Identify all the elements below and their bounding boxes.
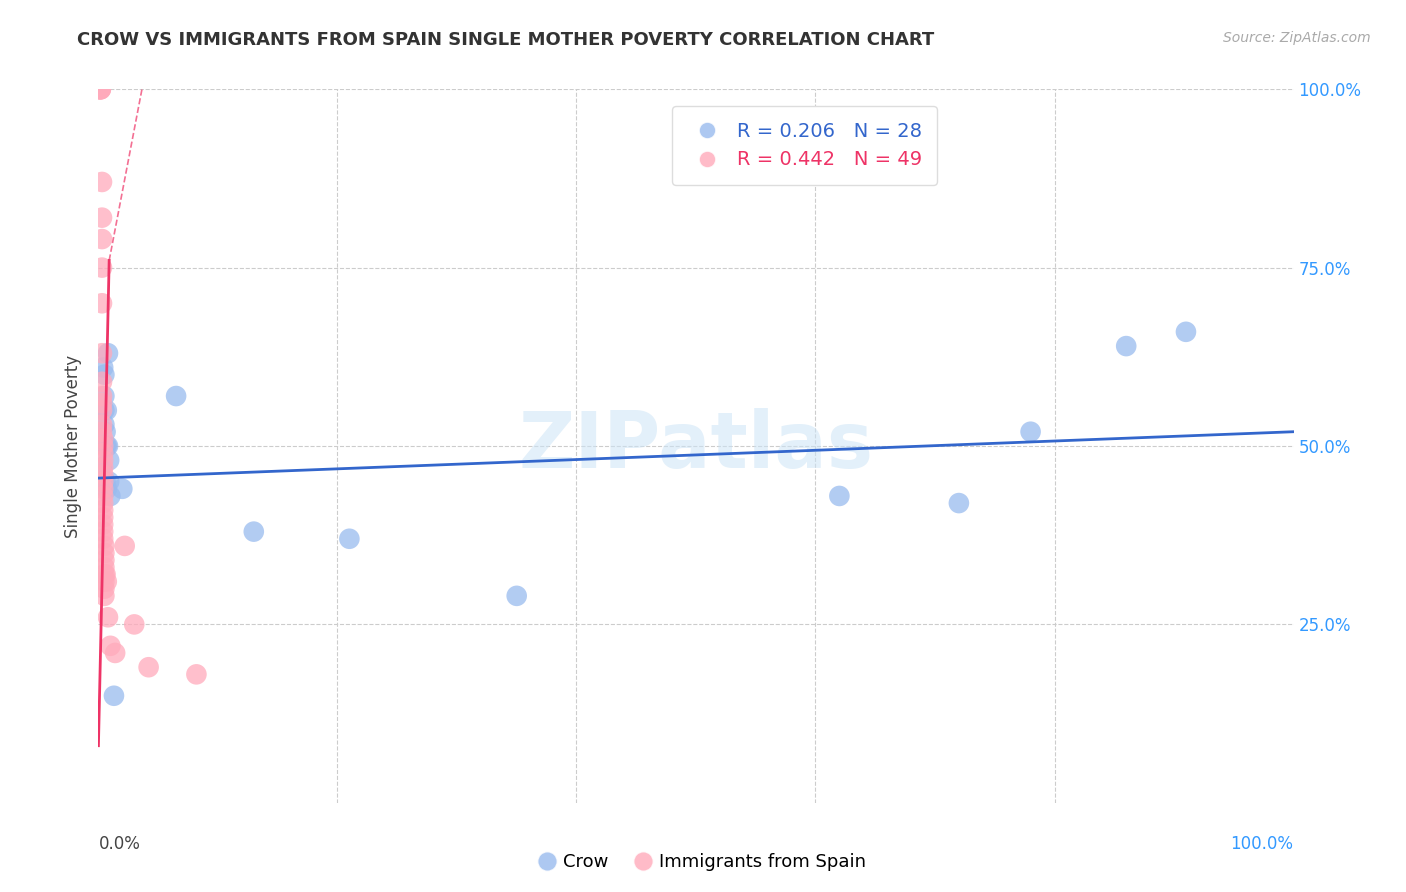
Point (91, 475, 114, 489)
Point (91, 482, 114, 496)
Point (94, 425, 117, 439)
Point (124, 617, 146, 632)
Point (91, 503, 114, 517)
Point (91, 460, 114, 475)
Point (93, 589, 115, 603)
Point (96, 439, 118, 453)
Point (91, 232, 114, 246)
Point (96, 574, 118, 589)
Point (91, 532, 114, 546)
Point (94, 439, 117, 453)
Point (91, 425, 114, 439)
Point (98, 489, 122, 503)
Point (91, 439, 114, 453)
Point (98, 639, 122, 653)
Point (94, 475, 117, 489)
Y-axis label: Single Mother Poverty: Single Mother Poverty (65, 354, 83, 538)
Point (93, 574, 115, 589)
Point (97, 346, 120, 360)
Point (91, 453, 114, 467)
Point (89, 82, 111, 96)
Point (98, 475, 121, 489)
Point (91, 375, 114, 389)
Text: ZIPatlas: ZIPatlas (519, 408, 873, 484)
Text: 0.0%: 0.0% (98, 835, 141, 853)
Point (1115, 339, 1137, 353)
Point (91, 360, 114, 375)
Point (93, 403, 115, 417)
Point (97, 610, 120, 624)
Point (93, 553, 115, 567)
Point (91, 432, 114, 446)
Text: CROW VS IMMIGRANTS FROM SPAIN SINGLE MOTHER POVERTY CORRELATION CHART: CROW VS IMMIGRANTS FROM SPAIN SINGLE MOT… (77, 31, 935, 49)
Point (96, 482, 118, 496)
Legend: R = 0.206   N = 28, R = 0.442   N = 49: R = 0.206 N = 28, R = 0.442 N = 49 (672, 106, 938, 185)
Point (91, 489, 114, 503)
Point (94, 567, 117, 582)
Point (93, 417, 115, 432)
Point (93, 567, 115, 582)
Point (91, 524, 114, 539)
Point (91, 467, 114, 482)
Point (91, 417, 114, 432)
Point (93, 582, 115, 596)
Point (828, 489, 851, 503)
Point (91, 175, 114, 189)
Point (91, 510, 114, 524)
Point (91, 260, 114, 275)
Point (96, 403, 118, 417)
Point (138, 660, 160, 674)
Point (91, 496, 114, 510)
Point (91, 446, 114, 460)
Point (93, 546, 115, 560)
Point (111, 482, 134, 496)
Point (1019, 425, 1042, 439)
Point (91, 211, 114, 225)
Point (91, 460, 114, 475)
Point (98, 453, 121, 467)
Point (91, 389, 114, 403)
Point (91, 403, 114, 417)
Point (90, 82, 112, 96)
Point (91, 296, 114, 310)
Point (93, 389, 115, 403)
Point (90, 82, 112, 96)
Point (90, 82, 112, 96)
Point (165, 389, 187, 403)
Point (91, 396, 114, 410)
Point (89, 82, 111, 96)
Point (91, 346, 114, 360)
Point (506, 589, 529, 603)
Point (97, 439, 120, 453)
Point (91, 517, 114, 532)
Point (93, 368, 115, 382)
Point (103, 689, 125, 703)
Text: Source: ZipAtlas.com: Source: ZipAtlas.com (1223, 31, 1371, 45)
Point (186, 667, 208, 681)
Point (114, 539, 136, 553)
Point (104, 646, 127, 660)
Point (93, 560, 115, 574)
Point (93, 539, 115, 553)
Point (1175, 325, 1198, 339)
Legend: Crow, Immigrants from Spain: Crow, Immigrants from Spain (533, 847, 873, 879)
Point (243, 524, 266, 539)
Point (339, 532, 361, 546)
Text: 100.0%: 100.0% (1230, 835, 1294, 853)
Point (948, 496, 970, 510)
